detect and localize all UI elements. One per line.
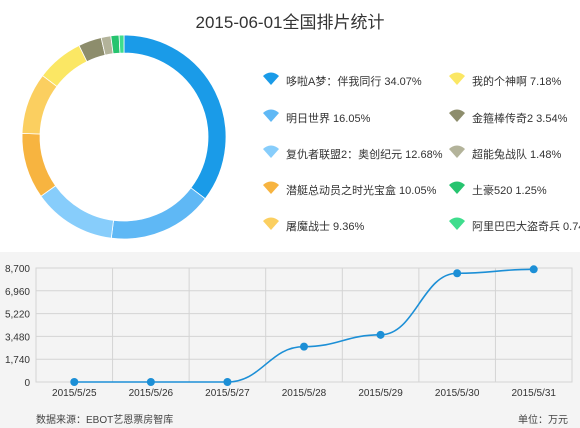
pie-slice-0 [123,34,227,200]
legend-swatch-icon [449,145,465,158]
data-point[interactable] [529,265,538,274]
pie-slice-4 [21,75,58,135]
legend-label: 屠魔战士 9.36% [286,221,365,233]
legend-label: 潜艇总动员之时光宝盒 10.05% [286,185,437,197]
line-chart: 0 1,740 3,480 5,220 6,960 8,700 2015/5/25 2015/… [5,264,573,399]
x-tick-label: 2015/5/25 [52,388,97,399]
legend-label: 我的个神啊 7.18% [472,76,562,88]
data-point[interactable] [146,378,155,386]
y-tick-label: 1,740 [5,355,30,366]
x-tick-label: 2015/5/27 [205,388,250,399]
legend-swatch-icon [263,217,279,230]
line-chart-panel: 0 1,740 3,480 5,220 6,960 8,700 2015/5/25 2015/… [0,252,580,428]
data-point[interactable] [453,269,462,278]
donut-chart [21,34,227,240]
legend-swatch-icon [263,145,279,158]
y-tick-label: 3,480 [5,332,30,343]
pie-slice-3 [21,132,57,197]
legend-label: 金箍棒传奇2 3.54% [472,113,568,125]
pie-slice-9 [118,34,125,54]
legend-swatch-icon [449,217,465,230]
legend-swatch-icon [449,181,465,194]
legend-label: 复仇者联盟2：奥创纪元 12.68% [286,149,443,161]
data-source-note: 数据来源：EBOT艺恩票房智库 [36,415,174,426]
x-tick-label: 2015/5/29 [358,388,403,399]
x-tick-label: 2015/5/30 [435,388,480,399]
legend-label: 阿里巴巴大盗奇兵 0.74% [472,221,580,233]
legend-label: 超能兔战队 1.48% [472,149,562,161]
legend-swatch-icon [263,109,279,122]
legend-label: 明日世界 16.05% [286,113,371,125]
legend-label: 哆啦A梦：伴我同行 34.07% [286,76,422,88]
data-point[interactable] [70,378,79,386]
x-tick-label: 2015/5/31 [511,388,556,399]
data-point[interactable] [300,342,308,351]
pie-slice-1 [110,187,206,240]
legend-swatch-icon [263,72,279,85]
y-tick-label: 8,700 [5,264,30,275]
y-tick-label: 5,220 [5,310,30,321]
plot-area [35,267,573,383]
chart-title: 2015-06-01全国排片统计 [195,13,385,32]
y-tick-label: 6,960 [5,287,30,298]
legend-swatch-icon [449,109,465,122]
data-point[interactable] [223,378,232,386]
pie-chart-panel: 2015-06-01全国排片统计 哆啦A梦：伴我同行 34.07% 明日世界 16… [21,13,580,240]
pie-slice-2 [40,185,114,239]
y-tick-label: 0 [24,378,30,389]
legend-swatch-icon [263,181,279,194]
x-tick-label: 2015/5/26 [129,388,174,399]
pie-slice-5 [41,44,88,87]
legend-label: 土豪520 1.25% [472,185,547,197]
unit-note: 单位：万元 [518,415,568,426]
x-tick-label: 2015/5/28 [282,388,327,399]
data-point[interactable] [376,330,385,339]
legend-swatch-icon [449,72,465,85]
